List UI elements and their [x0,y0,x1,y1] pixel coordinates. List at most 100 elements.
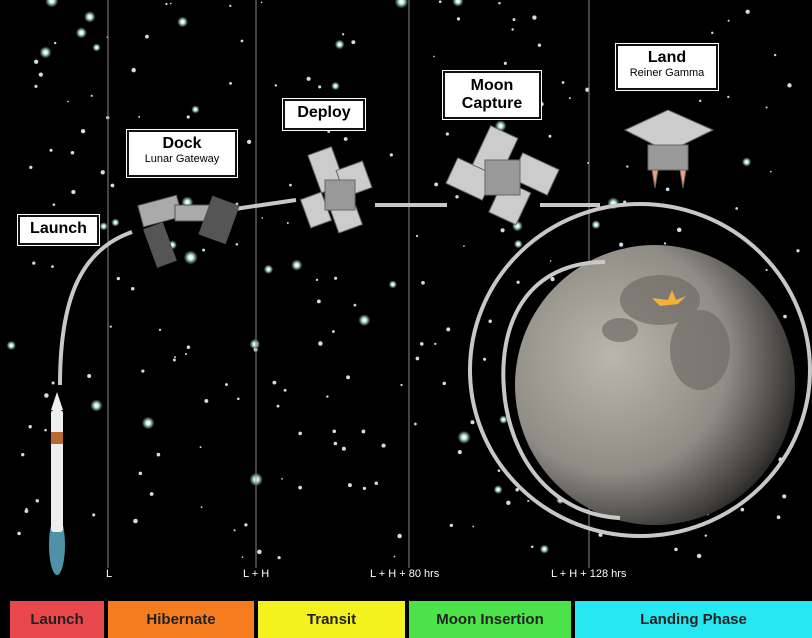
star [452,0,463,7]
star [389,280,397,288]
stage-title: Land [622,49,712,67]
star [316,279,318,281]
star [591,220,600,229]
star [145,35,149,39]
star [110,325,112,327]
star [29,166,32,169]
star [787,83,791,87]
star [185,353,187,355]
star [142,417,155,430]
star [450,524,453,527]
star [420,342,424,346]
star [111,218,119,226]
star [318,341,322,345]
star [548,135,551,138]
star [165,3,167,5]
star [81,129,85,133]
star [229,5,231,7]
star [434,343,436,345]
star [236,243,239,246]
star [457,17,460,20]
star [531,545,534,548]
star [45,0,58,7]
star [327,130,330,133]
star [421,281,425,285]
star [54,42,56,44]
star [93,43,101,51]
star [174,356,176,358]
phase: Launch [10,601,104,638]
star [204,399,208,403]
star [237,397,240,400]
star [44,429,47,432]
star [261,2,263,4]
star [187,345,190,348]
star [150,492,154,496]
star [504,62,507,65]
star [139,472,143,476]
star [250,339,261,350]
star [443,382,447,386]
phase: Landing Phase [575,601,812,638]
star [361,430,365,434]
star [674,548,678,552]
star [483,358,486,361]
star [241,40,244,43]
stage-title: Dock [133,135,231,153]
star [664,242,666,244]
star [234,529,236,531]
star [416,235,418,237]
star [247,140,251,144]
star [335,40,345,50]
star [513,18,516,21]
star [34,60,38,64]
star [494,485,503,494]
star [307,77,311,81]
star [538,44,541,47]
star [159,329,161,331]
star [770,171,772,173]
star [287,222,289,224]
star [400,384,402,386]
star [261,217,263,219]
star [332,429,336,433]
star [472,526,474,528]
star [100,222,108,230]
star [346,375,350,379]
star [766,107,768,109]
star [170,3,172,5]
star [334,442,338,446]
star [264,265,273,274]
star [382,444,386,448]
diagram: Launch DockLunar Gateway Deploy Moon Cap… [0,0,812,638]
star [498,2,500,4]
star [532,15,536,19]
star [397,534,402,539]
star [697,554,701,558]
star [332,330,335,333]
star [131,68,135,72]
star [44,393,49,398]
star [550,260,552,262]
star [774,54,776,56]
star [281,478,283,480]
star [173,359,176,362]
stage-subtitle: Reiner Gamma [622,67,712,80]
star [488,319,492,323]
star [133,519,138,524]
star [117,277,120,280]
star [157,453,161,457]
star [550,277,554,281]
star [51,265,54,268]
rocket [49,392,65,575]
star [458,450,462,454]
star [277,405,280,408]
star [242,556,244,558]
star [358,314,370,326]
star [272,381,276,385]
star [342,447,346,451]
star [184,251,198,265]
star [562,81,565,84]
